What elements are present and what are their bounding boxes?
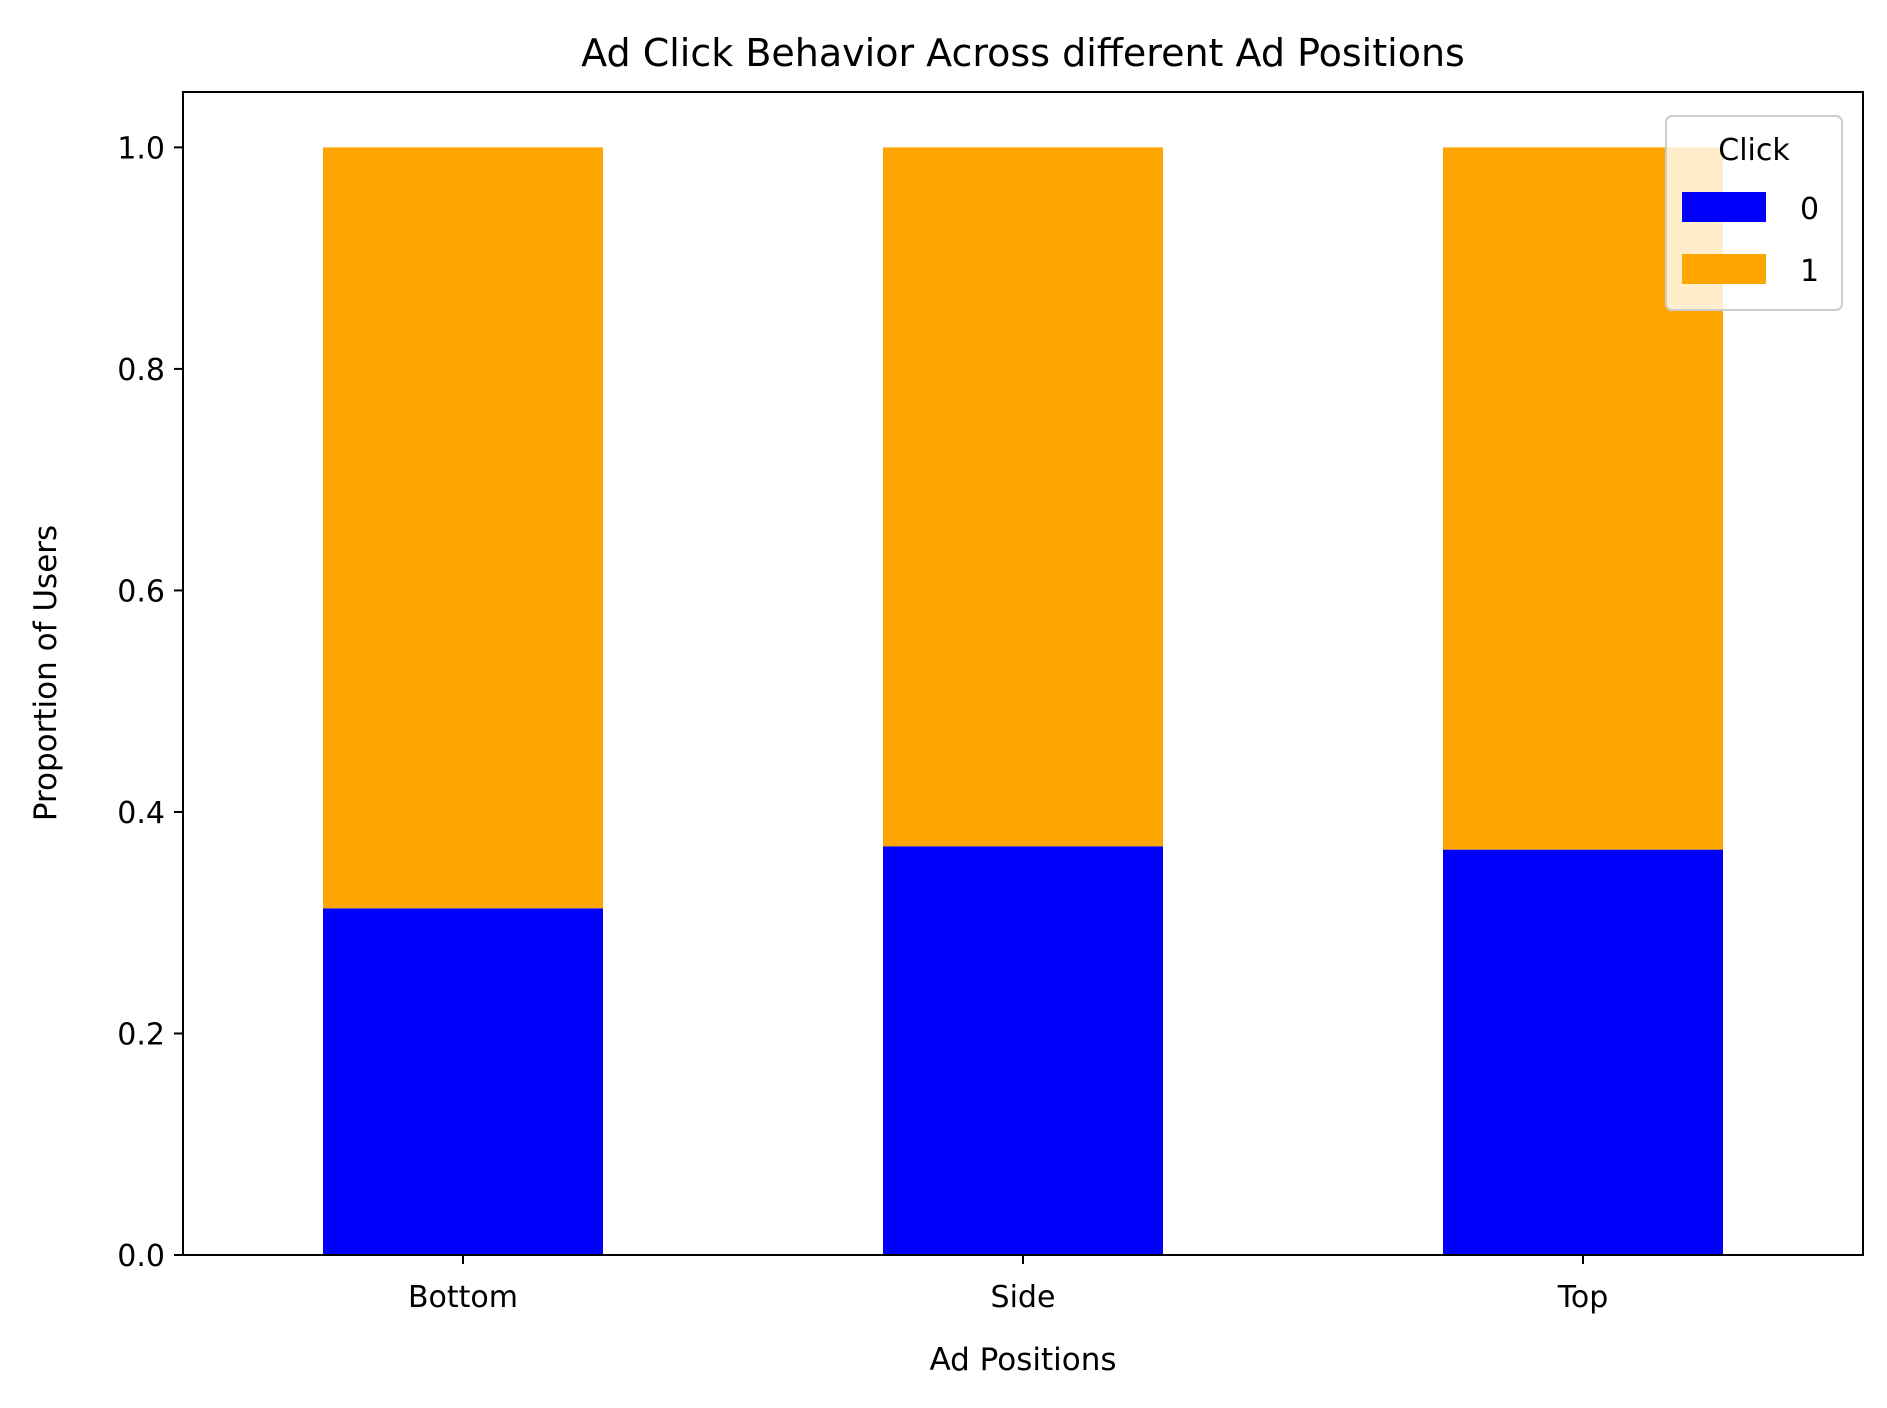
y-tick-label: 0.2 [117, 1017, 165, 1052]
y-tick-label: 0.4 [117, 796, 165, 831]
bar-bottom-click-0 [323, 908, 603, 1255]
y-tick-label: 0.6 [117, 574, 165, 609]
legend-swatch-0 [1682, 192, 1766, 222]
legend-swatch-1 [1682, 254, 1766, 284]
y-axis-label: Proportion of Users [28, 525, 64, 821]
y-tick-label: 0.8 [117, 353, 165, 388]
x-axis-label: Ad Positions [929, 1342, 1116, 1378]
bar-side-click-0 [883, 846, 1163, 1255]
x-tick-label-side: Side [991, 1280, 1056, 1315]
chart-title: Ad Click Behavior Across different Ad Po… [581, 31, 1465, 75]
bars-group [323, 147, 1723, 1255]
y-axis: 0.0 0.2 0.4 0.6 0.8 1.0 [117, 131, 183, 1274]
x-tick-label-bottom: Bottom [408, 1280, 518, 1315]
x-tick-label-top: Top [1557, 1280, 1609, 1315]
bar-side-click-1 [883, 147, 1163, 847]
legend-label-1: 1 [1800, 254, 1819, 289]
legend-title: Click [1718, 133, 1790, 168]
bar-top-click-0 [1443, 849, 1723, 1255]
y-tick-label: 0.0 [117, 1239, 165, 1274]
y-tick-label: 1.0 [117, 131, 165, 166]
x-axis: Bottom Side Top [408, 1255, 1608, 1315]
bar-bottom-click-1 [323, 147, 603, 909]
legend: Click 0 1 [1665, 115, 1843, 311]
legend-label-0: 0 [1800, 192, 1819, 227]
